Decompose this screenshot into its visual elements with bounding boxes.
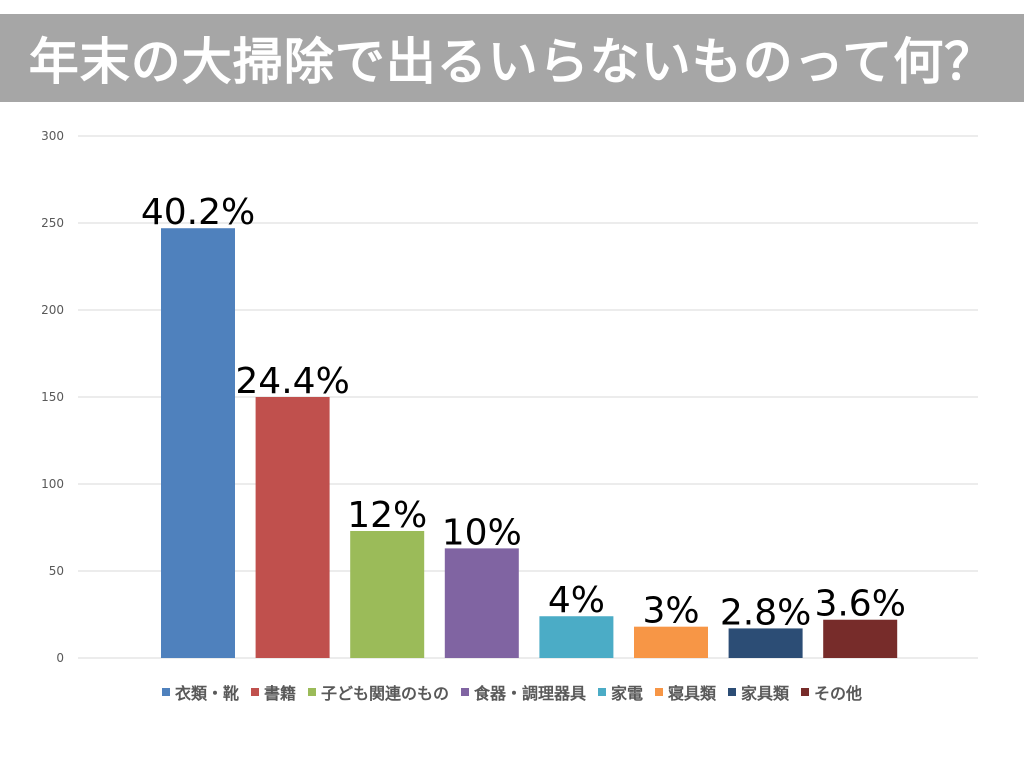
legend-label: 子ども関連のもの bbox=[320, 684, 449, 703]
data-label: 4% bbox=[548, 580, 605, 621]
chart-title: 年末の大掃除で出るいらないものって何？ bbox=[28, 33, 996, 91]
legend-swatch bbox=[250, 688, 259, 696]
y-tick-label: 300 bbox=[41, 129, 64, 143]
y-tick-label: 100 bbox=[41, 477, 64, 491]
legend-item: 家具類 bbox=[728, 680, 789, 704]
data-label: 2.8% bbox=[720, 592, 811, 633]
legend-swatch bbox=[655, 688, 664, 696]
legend-swatch bbox=[460, 688, 469, 696]
bar-2 bbox=[255, 397, 330, 658]
legend-item: 食器・調理器具 bbox=[460, 680, 586, 704]
legend-item: 家電 bbox=[598, 680, 643, 704]
legend-label: 寝具類 bbox=[668, 684, 717, 703]
legend-label: その他 bbox=[814, 684, 863, 703]
data-label: 10% bbox=[442, 512, 522, 553]
bar-5 bbox=[539, 616, 614, 658]
y-tick-label: 250 bbox=[41, 216, 64, 230]
bar-6 bbox=[634, 626, 708, 658]
data-label: 12% bbox=[347, 495, 427, 536]
y-tick-label: 0 bbox=[56, 651, 64, 665]
legend-swatch bbox=[161, 688, 170, 696]
legend-swatch bbox=[801, 688, 810, 696]
chart-legend: 衣類・靴 書籍 子ども関連のもの 食器・調理器具 家電 寝具類 家具類 その他 bbox=[0, 680, 1024, 704]
legend-item: 衣類・靴 bbox=[161, 680, 239, 704]
legend-item: その他 bbox=[801, 680, 862, 704]
legend-label: 衣類・靴 bbox=[174, 684, 239, 703]
title-banner: 年末の大掃除で出るいらないものって何？ bbox=[0, 14, 1024, 102]
legend-item: 子ども関連のもの bbox=[307, 680, 449, 704]
legend-swatch bbox=[598, 688, 606, 696]
data-label: 3.6% bbox=[814, 584, 905, 625]
legend-swatch bbox=[728, 688, 737, 696]
data-label: 3% bbox=[642, 591, 699, 632]
bar-8 bbox=[823, 619, 898, 658]
data-label: 24.4% bbox=[235, 361, 349, 402]
data-label: 40.2% bbox=[141, 192, 255, 233]
legend-swatch bbox=[307, 688, 316, 696]
y-tick-label: 50 bbox=[49, 564, 64, 578]
bar-7 bbox=[728, 628, 803, 658]
legend-item: 書籍 bbox=[250, 680, 296, 704]
bar-4 bbox=[444, 548, 519, 658]
legend-label: 家具類 bbox=[741, 684, 790, 703]
legend-item: 寝具類 bbox=[655, 680, 716, 704]
y-tick-label: 150 bbox=[41, 390, 64, 404]
bar-1 bbox=[161, 228, 235, 658]
bar-3 bbox=[350, 530, 425, 658]
y-tick-label: 200 bbox=[41, 303, 64, 317]
legend-label: 食器・調理器具 bbox=[473, 684, 586, 703]
legend-label: 家電 bbox=[611, 684, 644, 703]
legend-label: 書籍 bbox=[263, 684, 296, 703]
